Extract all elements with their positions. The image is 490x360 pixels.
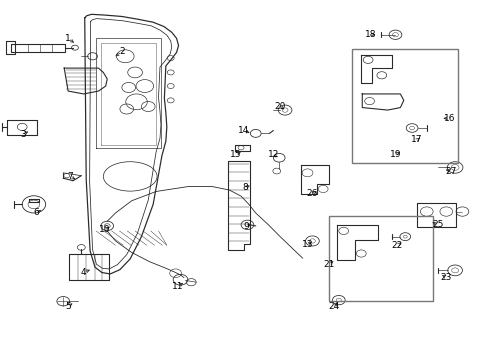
Text: 12: 12 bbox=[268, 150, 279, 159]
Text: 17: 17 bbox=[411, 135, 423, 144]
Text: 20: 20 bbox=[274, 102, 286, 111]
Text: 25: 25 bbox=[432, 220, 443, 229]
Bar bbox=[351, 49, 458, 163]
Text: 21: 21 bbox=[323, 260, 335, 269]
Text: 10: 10 bbox=[98, 225, 110, 234]
Text: 23: 23 bbox=[441, 273, 452, 282]
Text: 6: 6 bbox=[33, 208, 39, 217]
Text: 9: 9 bbox=[243, 222, 249, 231]
Text: 24: 24 bbox=[328, 302, 340, 311]
Text: 13: 13 bbox=[302, 240, 313, 249]
Text: 14: 14 bbox=[238, 126, 250, 135]
Text: 22: 22 bbox=[392, 241, 403, 250]
Text: 26: 26 bbox=[307, 189, 318, 198]
Text: 11: 11 bbox=[172, 282, 183, 291]
Text: 27: 27 bbox=[445, 167, 457, 176]
Text: 16: 16 bbox=[443, 114, 455, 123]
Text: 5: 5 bbox=[65, 302, 71, 311]
Text: 3: 3 bbox=[20, 130, 25, 139]
Text: 15: 15 bbox=[229, 150, 241, 159]
Text: 4: 4 bbox=[81, 268, 87, 277]
Text: 18: 18 bbox=[366, 30, 377, 39]
Bar bbox=[329, 216, 433, 301]
Text: 19: 19 bbox=[390, 150, 401, 159]
Text: 2: 2 bbox=[119, 47, 124, 56]
Text: 8: 8 bbox=[242, 183, 248, 192]
Text: 1: 1 bbox=[65, 34, 71, 43]
Text: 7: 7 bbox=[67, 172, 73, 181]
